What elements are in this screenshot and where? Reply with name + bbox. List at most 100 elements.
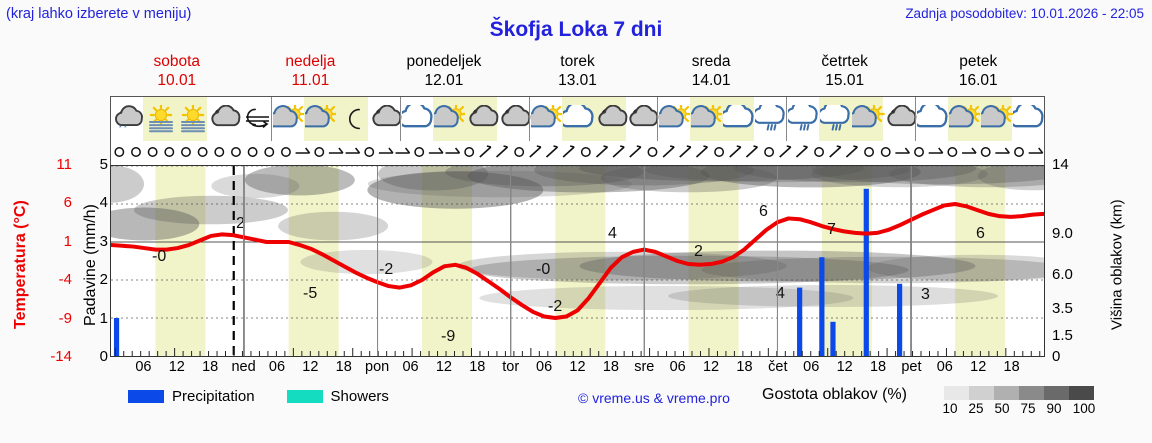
weather-icon-sun-cloud	[948, 97, 983, 141]
cloud-density-colorbar	[944, 386, 1094, 400]
x-tick-5: 12	[302, 359, 319, 375]
wind-barb-band	[110, 141, 1045, 165]
weather-icon-sun-cloud	[432, 97, 467, 141]
x-tick-22: 18	[869, 359, 887, 375]
x-tick-11: tor	[502, 359, 520, 375]
sun-cloud-icon	[304, 105, 338, 133]
x-tick-9: 12	[435, 359, 452, 375]
plot-day-3	[510, 166, 643, 356]
cloud-density-tick-5: 100	[1072, 401, 1096, 416]
day-header-4: sreda 14.01	[644, 52, 778, 94]
cloud-density-step-4	[1044, 386, 1069, 400]
x-tick-13: 12	[569, 359, 586, 375]
x-tick-8: 06	[402, 359, 419, 375]
cloud-density-tick-3: 75	[1020, 401, 1036, 416]
weather-icon-sun-cloud	[303, 97, 338, 141]
day-header-3: torek 13.01	[511, 52, 645, 94]
rtick-2: 6.0	[1052, 265, 1073, 283]
ptick-2: 3	[99, 232, 108, 250]
weather-icon-sun-fog	[142, 97, 175, 141]
weather-icon-moon-cloud	[497, 97, 530, 141]
cloud-icon	[723, 105, 754, 133]
plot-day-4	[643, 166, 777, 356]
ltick-4: -9	[58, 309, 72, 327]
day-name: petek	[959, 53, 998, 70]
cloud-density-step-5	[1069, 386, 1094, 400]
day-date: 10.01	[157, 72, 197, 89]
weather-icon-moon-cloud-snow: * *	[111, 97, 143, 141]
cloud-icon	[562, 105, 594, 133]
meteogram-plot: -0 2 -5 -2 -9 -0 -2 4 2 6 4 7 3 6	[110, 165, 1045, 357]
copyright-link[interactable]: © vreme.us & vreme.pro	[578, 390, 730, 406]
precipitation-legend-label: Precipitation	[172, 388, 255, 405]
day-header-6: petek 16.01	[911, 52, 1045, 94]
weather-icon-sun-cloud	[657, 97, 693, 141]
ltick-5: -14	[50, 348, 72, 365]
x-tick-0: 06	[135, 359, 152, 375]
x-tick-14: 18	[602, 359, 619, 375]
rtick-4: 1.5	[1052, 327, 1073, 345]
rtick-1: 9.0	[1052, 224, 1073, 242]
day-name: nedelja	[285, 53, 336, 70]
weather-icon-cloud	[561, 97, 594, 141]
day-date: 16.01	[958, 72, 998, 89]
x-tick-10: 18	[469, 359, 486, 375]
svg-text:3: 3	[921, 286, 930, 303]
moon-cloud-icon	[208, 105, 241, 133]
weather-icon-moon-cloud	[368, 97, 402, 141]
moon-icon	[337, 105, 367, 133]
svg-text:-2: -2	[548, 298, 562, 315]
x-tick-21: 12	[836, 359, 853, 375]
x-tick-12: 06	[536, 359, 553, 375]
last-updated: Zadnja posodobitev: 10.01.2026 - 22:05	[905, 6, 1144, 21]
x-tick-2: 18	[202, 359, 219, 375]
day-header-5: četrtek 15.01	[778, 52, 912, 94]
day-header-1: nedelja 11.01	[244, 52, 378, 94]
weather-icon-cloud-rain	[819, 97, 852, 141]
cloud-density-tick-4: 90	[1046, 401, 1062, 416]
x-tick-3: ned	[231, 359, 256, 375]
x-tick-7: pon	[365, 359, 390, 375]
plot-canvas: -0 2 -5 -2 -9 -0 -2 4 2 6 4 7 3 6	[111, 166, 1044, 356]
plot-day-0	[111, 166, 243, 356]
ptick-3: 2	[99, 271, 108, 289]
precip-legend: Precipitation Showers	[128, 388, 389, 405]
plot-day-1	[243, 166, 376, 356]
svg-text:6: 6	[759, 203, 768, 220]
x-tick-20: 06	[803, 359, 820, 375]
cloud-density-tick-1: 25	[968, 401, 984, 416]
weather-icon-cloud	[915, 97, 948, 141]
x-tick-17: 12	[702, 359, 720, 375]
weather-icon-sun-cloud	[270, 97, 306, 141]
cloud-height-axis-title: Višina oblakov (km)	[1108, 199, 1126, 331]
ptick-5: 0	[99, 348, 108, 365]
svg-text:*: *	[119, 125, 122, 132]
weather-icon-moon-cloud	[626, 97, 659, 141]
weather-icon-moon-cloud	[593, 97, 627, 141]
ltick-0: 11	[56, 156, 72, 173]
weather-icon-sun-cloud	[980, 97, 1015, 141]
wind-barbs	[111, 141, 1044, 163]
x-tick-26: 18	[1003, 359, 1020, 375]
cloud-density-colorbar-ticks: 10 25 50 75 90 100	[940, 401, 1102, 419]
x-tick-16: 06	[669, 359, 686, 375]
x-tick-18: 18	[736, 359, 753, 375]
weather-icon-sun-cloud	[690, 97, 725, 141]
day-name: četrtek	[821, 53, 868, 70]
moon-cloud-icon	[498, 105, 530, 133]
page-title: Škofja Loka 7 dni	[489, 18, 663, 41]
sun-cloud-icon	[433, 105, 467, 133]
svg-text:6: 6	[976, 225, 985, 242]
sun-cloud-icon	[981, 105, 1015, 133]
svg-text:4: 4	[776, 285, 785, 302]
moon-cloud-icon	[626, 105, 659, 133]
weather-icon-moon	[335, 97, 368, 141]
moon-wind-icon	[240, 105, 270, 133]
location-menu-hint[interactable]: (kraj lahko izberete v meniju)	[6, 6, 192, 22]
svg-text:-9: -9	[441, 328, 455, 345]
day-name: torek	[560, 53, 595, 70]
rtick-5: 0	[1052, 348, 1061, 365]
weather-icon-sun-cloud	[851, 97, 886, 141]
ltick-2: 1	[63, 232, 72, 250]
sun-cloud-icon	[949, 105, 983, 133]
